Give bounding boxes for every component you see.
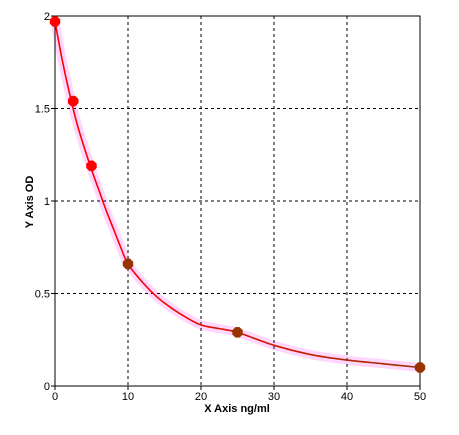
tick-labels: 0 10 20 30 40 50 0 0.5 1 1.5 2 xyxy=(35,11,426,403)
x-tick-label: 30 xyxy=(268,391,280,403)
x-tick-label: 0 xyxy=(52,391,58,403)
y-tick-label: 0 xyxy=(44,381,50,393)
x-tick-label: 40 xyxy=(341,391,353,403)
data-point xyxy=(68,95,79,107)
data-point xyxy=(122,258,134,270)
data-point xyxy=(86,160,97,172)
x-axis-title: X Axis ng/ml xyxy=(204,403,270,415)
fit-highlight-band xyxy=(50,17,425,372)
y-tick-label: 1 xyxy=(44,196,50,208)
y-axis-title: Y Axis OD xyxy=(24,176,36,229)
axes xyxy=(51,15,421,390)
curve-highlight xyxy=(50,17,425,372)
x-tick-label: 10 xyxy=(122,391,134,403)
data-point xyxy=(49,16,61,27)
y-tick-label: 1.5 xyxy=(35,104,50,116)
x-tick-label: 20 xyxy=(195,391,207,403)
x-tick-label: 50 xyxy=(414,391,426,403)
data-points xyxy=(49,16,426,373)
fit-curve-line xyxy=(54,21,421,369)
y-tick-label: 0.5 xyxy=(35,289,50,301)
y-tick-label: 2 xyxy=(44,11,50,23)
fit-curve xyxy=(54,21,421,369)
data-point xyxy=(232,327,243,338)
data-point xyxy=(414,362,426,373)
